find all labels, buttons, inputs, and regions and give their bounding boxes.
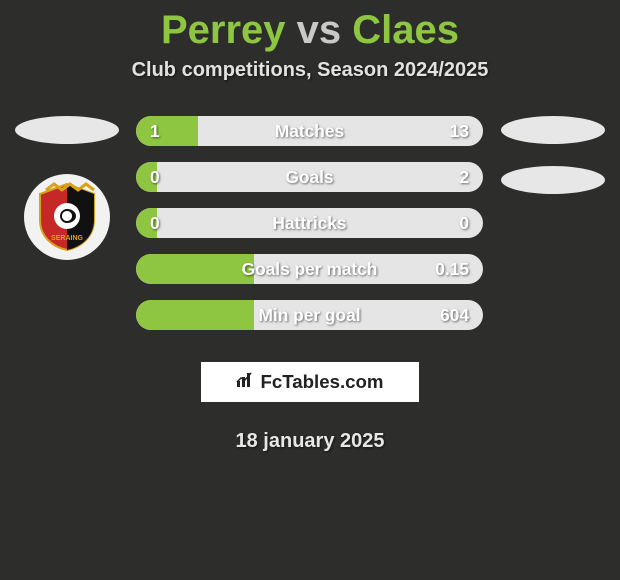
left-player-column: SERAING [8, 116, 126, 260]
right-player-column [494, 116, 612, 194]
stat-value-right: 13 [450, 116, 469, 146]
right-second-ellipse [501, 166, 605, 194]
stats-bars: 1Matches130Goals20Hattricks0Goals per ma… [136, 116, 483, 346]
brand-text: FcTables.com [260, 371, 383, 393]
left-club-badge: SERAING [24, 174, 110, 260]
stat-label: Min per goal [136, 300, 483, 330]
svg-text:SERAING: SERAING [51, 235, 83, 242]
stat-value-right: 0.15 [435, 254, 469, 284]
title: Perrey vs Claes [0, 0, 620, 53]
left-flag-ellipse [15, 116, 119, 144]
stat-row: Min per goal604 [136, 300, 483, 330]
stat-label: Hattricks [136, 208, 483, 238]
stat-value-right: 604 [440, 300, 469, 330]
stat-label: Goals per match [136, 254, 483, 284]
stat-row: Goals per match0.15 [136, 254, 483, 284]
brand-box[interactable]: FcTables.com [201, 362, 419, 402]
seraing-crest-icon: SERAING [36, 182, 98, 252]
right-flag-ellipse [501, 116, 605, 144]
stat-row: 1Matches13 [136, 116, 483, 146]
title-right: Claes [352, 8, 459, 52]
stat-label: Goals [136, 162, 483, 192]
title-left: Perrey [161, 8, 286, 52]
stat-label: Matches [136, 116, 483, 146]
brand-chart-icon [236, 372, 254, 393]
subtitle: Club competitions, Season 2024/2025 [0, 59, 620, 82]
date-text: 18 january 2025 [0, 430, 620, 453]
stat-row: 0Goals2 [136, 162, 483, 192]
stat-row: 0Hattricks0 [136, 208, 483, 238]
stat-value-right: 0 [459, 208, 469, 238]
stat-value-right: 2 [459, 162, 469, 192]
title-vs: vs [297, 8, 342, 52]
